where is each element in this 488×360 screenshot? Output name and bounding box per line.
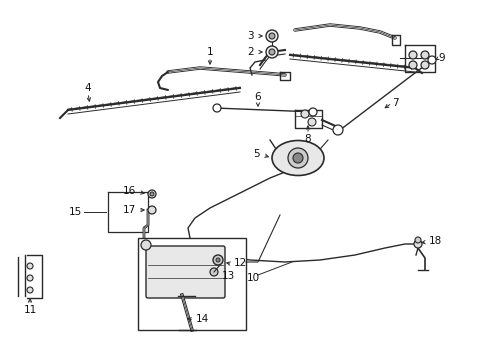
Text: 7: 7: [391, 98, 398, 108]
Text: 11: 11: [23, 305, 37, 315]
Circle shape: [268, 33, 274, 39]
Circle shape: [413, 240, 421, 248]
Text: 4: 4: [84, 83, 91, 93]
Circle shape: [209, 268, 218, 276]
Text: 3: 3: [247, 31, 253, 41]
Circle shape: [148, 190, 156, 198]
Circle shape: [308, 108, 316, 116]
Circle shape: [408, 51, 416, 59]
Text: 15: 15: [69, 207, 82, 217]
Text: 1: 1: [206, 47, 213, 57]
Text: 17: 17: [122, 205, 136, 215]
Circle shape: [213, 255, 223, 265]
Text: 2: 2: [247, 47, 253, 57]
Circle shape: [27, 263, 33, 269]
Circle shape: [420, 61, 428, 69]
Circle shape: [265, 30, 278, 42]
Circle shape: [427, 56, 435, 64]
Text: 8: 8: [304, 134, 311, 144]
Text: 16: 16: [122, 186, 136, 196]
Circle shape: [420, 51, 428, 59]
Circle shape: [287, 148, 307, 168]
Circle shape: [213, 104, 221, 112]
Ellipse shape: [271, 140, 324, 175]
FancyBboxPatch shape: [146, 246, 224, 298]
Circle shape: [27, 275, 33, 281]
Text: 10: 10: [246, 273, 260, 283]
Circle shape: [216, 258, 220, 262]
Circle shape: [332, 125, 342, 135]
Text: 13: 13: [222, 271, 235, 281]
Bar: [138, 238, 245, 330]
Circle shape: [307, 118, 315, 126]
Circle shape: [414, 237, 420, 243]
Circle shape: [408, 61, 416, 69]
Circle shape: [141, 240, 151, 250]
Circle shape: [148, 206, 156, 214]
Text: 5: 5: [253, 149, 260, 159]
Text: 14: 14: [196, 314, 209, 324]
Circle shape: [150, 192, 154, 196]
Text: 18: 18: [428, 236, 441, 246]
Circle shape: [292, 153, 303, 163]
Text: 9: 9: [437, 53, 444, 63]
Text: 12: 12: [234, 258, 247, 268]
Circle shape: [268, 49, 274, 55]
Circle shape: [27, 287, 33, 293]
Circle shape: [265, 46, 278, 58]
Text: 6: 6: [254, 92, 261, 102]
Circle shape: [301, 110, 308, 118]
